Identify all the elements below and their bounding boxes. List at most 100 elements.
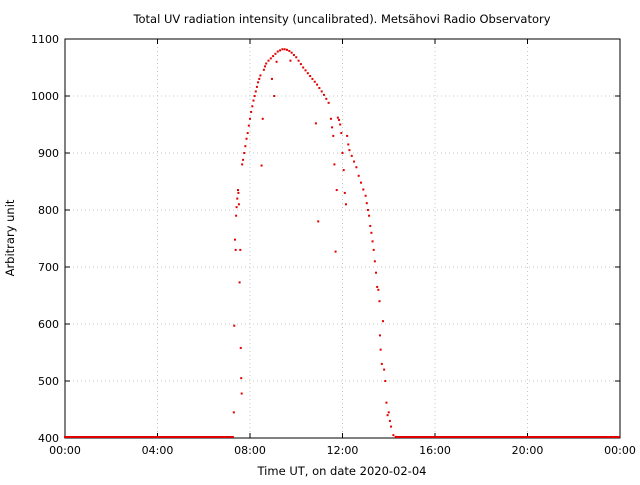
baseline-point <box>176 436 179 438</box>
baseline-point <box>592 436 595 438</box>
baseline-point <box>556 436 559 438</box>
data-point <box>236 189 239 192</box>
baseline-point <box>479 436 482 438</box>
data-point <box>342 169 345 172</box>
data-point <box>281 48 284 51</box>
data-point <box>371 240 374 243</box>
baseline-point <box>576 436 579 438</box>
baseline-point <box>134 436 137 438</box>
x-tick-label: 00:00 <box>49 444 81 457</box>
baseline-point <box>229 436 232 438</box>
baseline-point <box>541 436 544 438</box>
baseline-point <box>502 436 505 438</box>
baseline-point <box>140 436 143 438</box>
baseline-point <box>431 436 434 438</box>
baseline-point <box>572 436 575 438</box>
baseline-point <box>526 436 529 438</box>
data-point <box>366 209 369 211</box>
baseline-point <box>594 436 597 438</box>
baseline-point <box>598 436 601 438</box>
data-point <box>242 158 245 161</box>
baseline-point <box>206 436 209 438</box>
data-point <box>288 49 291 52</box>
data-point <box>276 50 279 53</box>
baseline-point <box>612 436 615 438</box>
data-point <box>375 271 378 274</box>
data-point <box>323 93 325 96</box>
baseline-point <box>187 436 190 438</box>
baseline-point <box>406 436 409 438</box>
baseline-point <box>152 436 155 438</box>
baseline-point <box>560 436 563 438</box>
baseline-point <box>68 436 71 438</box>
baseline-point <box>516 436 519 438</box>
y-tick-label: 500 <box>38 375 59 388</box>
baseline-point <box>549 436 552 438</box>
data-point <box>250 110 253 113</box>
y-tick-label: 800 <box>38 204 59 217</box>
baseline-point <box>126 436 129 438</box>
data-point <box>378 300 381 303</box>
baseline-point <box>423 436 426 438</box>
baseline-point <box>151 436 154 438</box>
chart-title: Total UV radiation intensity (uncalibrat… <box>132 12 550 26</box>
data-point <box>274 52 277 55</box>
baseline-point <box>540 436 543 438</box>
data-point <box>334 250 337 253</box>
baseline-point <box>452 436 455 438</box>
baseline-point <box>426 436 429 438</box>
baseline-point <box>400 436 403 438</box>
data-point <box>269 57 272 60</box>
baseline-point <box>451 436 454 438</box>
baseline-point <box>77 436 80 438</box>
x-tick-label: 08:00 <box>234 444 266 457</box>
data-point <box>237 203 240 206</box>
baseline-point <box>219 436 222 438</box>
y-tick-label: 1100 <box>31 33 59 46</box>
baseline-point <box>610 436 613 438</box>
x-tick-label: 12:00 <box>327 444 359 457</box>
data-point <box>320 90 323 93</box>
baseline-point <box>100 436 103 438</box>
baseline-point <box>65 436 68 438</box>
baseline-point <box>115 436 118 438</box>
axis-ticks: 400 500 600 700 800 900 1000 1100 00:00 04:00 08:0… <box>31 33 636 457</box>
data-point <box>386 414 389 417</box>
data-point <box>380 362 383 365</box>
baseline-point <box>177 436 180 438</box>
baseline-point <box>558 436 561 438</box>
data-point <box>365 202 368 205</box>
data-point <box>299 63 302 66</box>
y-tick-label: 1000 <box>31 90 59 103</box>
baseline-point <box>83 436 86 438</box>
y-axis-title: Arbitrary unit <box>3 199 17 276</box>
baseline-point <box>408 436 411 438</box>
baseline-point <box>506 436 509 438</box>
baseline-point <box>133 436 136 438</box>
data-point <box>335 189 338 192</box>
data-point <box>369 224 372 227</box>
data-point <box>295 56 298 59</box>
baseline-point <box>411 436 414 438</box>
baseline-point <box>486 436 489 438</box>
baseline-point <box>190 436 193 438</box>
baseline-point <box>95 436 98 438</box>
data-point <box>355 166 358 169</box>
baseline-point <box>175 436 177 438</box>
baseline-point <box>527 436 530 438</box>
baseline-point <box>88 436 91 438</box>
baseline-point <box>581 436 584 438</box>
baseline-point <box>574 436 577 438</box>
data-point <box>245 137 248 140</box>
data-point <box>246 132 249 135</box>
baseline-point <box>184 436 187 438</box>
baseline-point <box>197 436 200 438</box>
data-point <box>258 77 261 80</box>
baseline-point <box>440 436 443 438</box>
baseline-point <box>563 436 566 438</box>
data-point <box>238 281 241 284</box>
baseline-point <box>148 436 151 438</box>
baseline-point <box>66 436 69 438</box>
